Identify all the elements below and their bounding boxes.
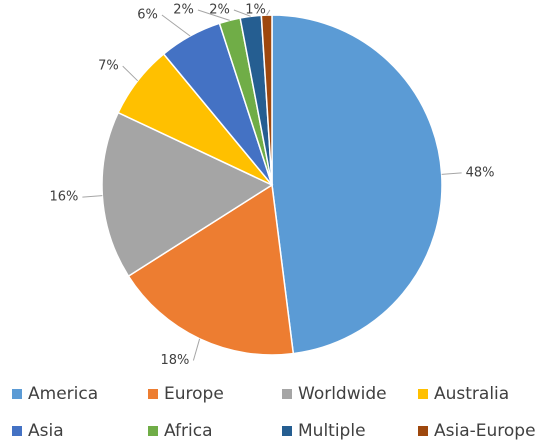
legend-label: Multiple bbox=[298, 421, 366, 441]
leader-line bbox=[266, 9, 271, 16]
leader-line bbox=[441, 172, 462, 175]
legend-label: Europe bbox=[164, 384, 224, 404]
legend-swatch bbox=[418, 389, 428, 399]
data-label: 1% bbox=[245, 3, 266, 18]
data-label: 16% bbox=[49, 190, 78, 205]
leader-line bbox=[82, 195, 103, 198]
legend-swatch bbox=[148, 389, 158, 399]
leader-line bbox=[233, 9, 251, 17]
data-label: 6% bbox=[137, 7, 158, 22]
legend-label: America bbox=[28, 384, 98, 404]
legend-swatch bbox=[418, 426, 428, 436]
legend-swatch bbox=[12, 389, 22, 399]
legend-label: Asia bbox=[28, 421, 64, 441]
data-label: 48% bbox=[466, 165, 495, 180]
leader-line bbox=[161, 14, 191, 37]
data-label: 2% bbox=[209, 3, 230, 18]
leader-line bbox=[192, 338, 201, 361]
legend-label: Africa bbox=[164, 421, 213, 441]
data-label: 2% bbox=[173, 3, 194, 18]
legend-swatch bbox=[282, 389, 292, 399]
legend-label: Asia-Europe bbox=[434, 421, 536, 441]
legend-label: Worldwide bbox=[298, 384, 387, 404]
legend-swatch bbox=[282, 426, 292, 436]
leader-line bbox=[197, 9, 230, 21]
legend-swatch bbox=[148, 426, 158, 436]
data-label: 18% bbox=[160, 353, 189, 368]
leader-line bbox=[122, 65, 139, 82]
legend-swatch bbox=[12, 426, 22, 436]
data-label: 7% bbox=[98, 59, 119, 74]
pie-slice bbox=[271, 14, 443, 355]
legend-label: Australia bbox=[434, 384, 509, 404]
